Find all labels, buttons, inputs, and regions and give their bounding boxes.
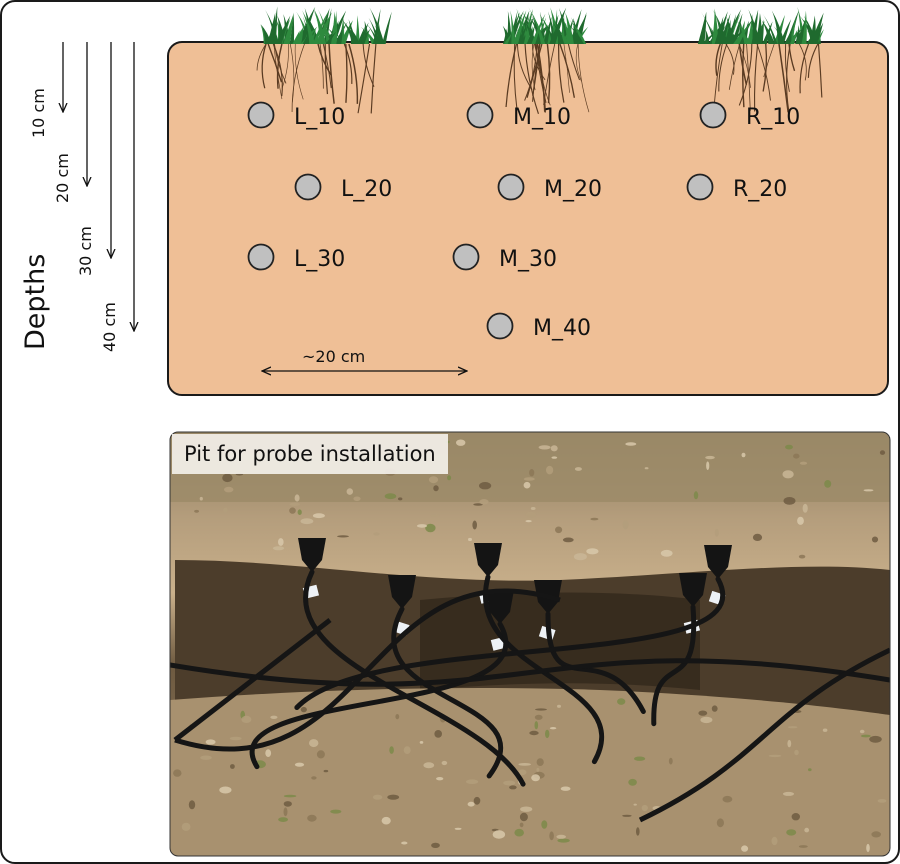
grass-tuft — [697, 6, 824, 113]
sensor-label-l-30: L_30 — [294, 247, 345, 272]
grass-tuft — [256, 6, 392, 114]
depth-label-40: 40 cm — [100, 302, 119, 352]
depth-label-20: 20 cm — [53, 153, 72, 203]
sensor-label-m-40: M_40 — [533, 316, 591, 341]
sensor-marker-l-20 — [294, 173, 322, 201]
probe-cable — [294, 576, 725, 711]
sensor-marker-m-20 — [497, 173, 525, 201]
sensor-marker-m-40 — [486, 312, 514, 340]
depth-axis: 10 cm 20 cm 30 cm 40 cm Depths — [20, 42, 134, 352]
probe-cable — [174, 588, 561, 752]
installed-probes — [170, 538, 890, 823]
sensor-marker-l-30 — [247, 243, 275, 271]
probe-cable — [173, 618, 332, 742]
probe-cable — [249, 621, 509, 770]
sensor-marker-m-10 — [466, 101, 494, 129]
pit-shadow — [420, 592, 700, 690]
probe-cable — [651, 604, 697, 727]
soil-clods — [173, 439, 887, 853]
sensor-label-r-10: R_10 — [746, 105, 800, 130]
grass-tuft — [502, 6, 590, 115]
sensor-positions: L_10 M_10 R_10 L_20 M_20 R_20 L_30 M_30 M_40 — [247, 101, 800, 341]
pit-photo — [169, 431, 891, 857]
sensor-label-r-20: R_20 — [733, 177, 787, 202]
sensor-label-l-10: L_10 — [294, 105, 345, 130]
pit-front-bank — [170, 688, 890, 856]
probe-cable — [170, 658, 890, 687]
sensor-label-l-20: L_20 — [341, 177, 392, 202]
depth-label-30: 30 cm — [76, 226, 95, 276]
probe-cable — [483, 574, 605, 765]
spacing-dimension: ~20 cm — [262, 347, 467, 371]
grass-roots-illustration — [256, 6, 824, 115]
sensor-label-m-20: M_20 — [544, 177, 602, 202]
sensor-marker-r-20 — [686, 173, 714, 201]
photo-caption: Pit for probe installation — [172, 434, 448, 474]
sensor-label-m-10: M_10 — [513, 105, 571, 130]
spacing-label: ~20 cm — [302, 347, 365, 366]
sensor-marker-m-30 — [452, 243, 480, 271]
depth-axis-title: Depths — [20, 254, 51, 350]
probe-cable — [638, 647, 890, 823]
sensor-marker-l-10 — [247, 101, 275, 129]
sensor-marker-r-10 — [699, 101, 727, 129]
pit-photo-border — [169, 431, 891, 857]
sensor-label-m-30: M_30 — [499, 247, 557, 272]
depth-label-10: 10 cm — [29, 88, 48, 138]
